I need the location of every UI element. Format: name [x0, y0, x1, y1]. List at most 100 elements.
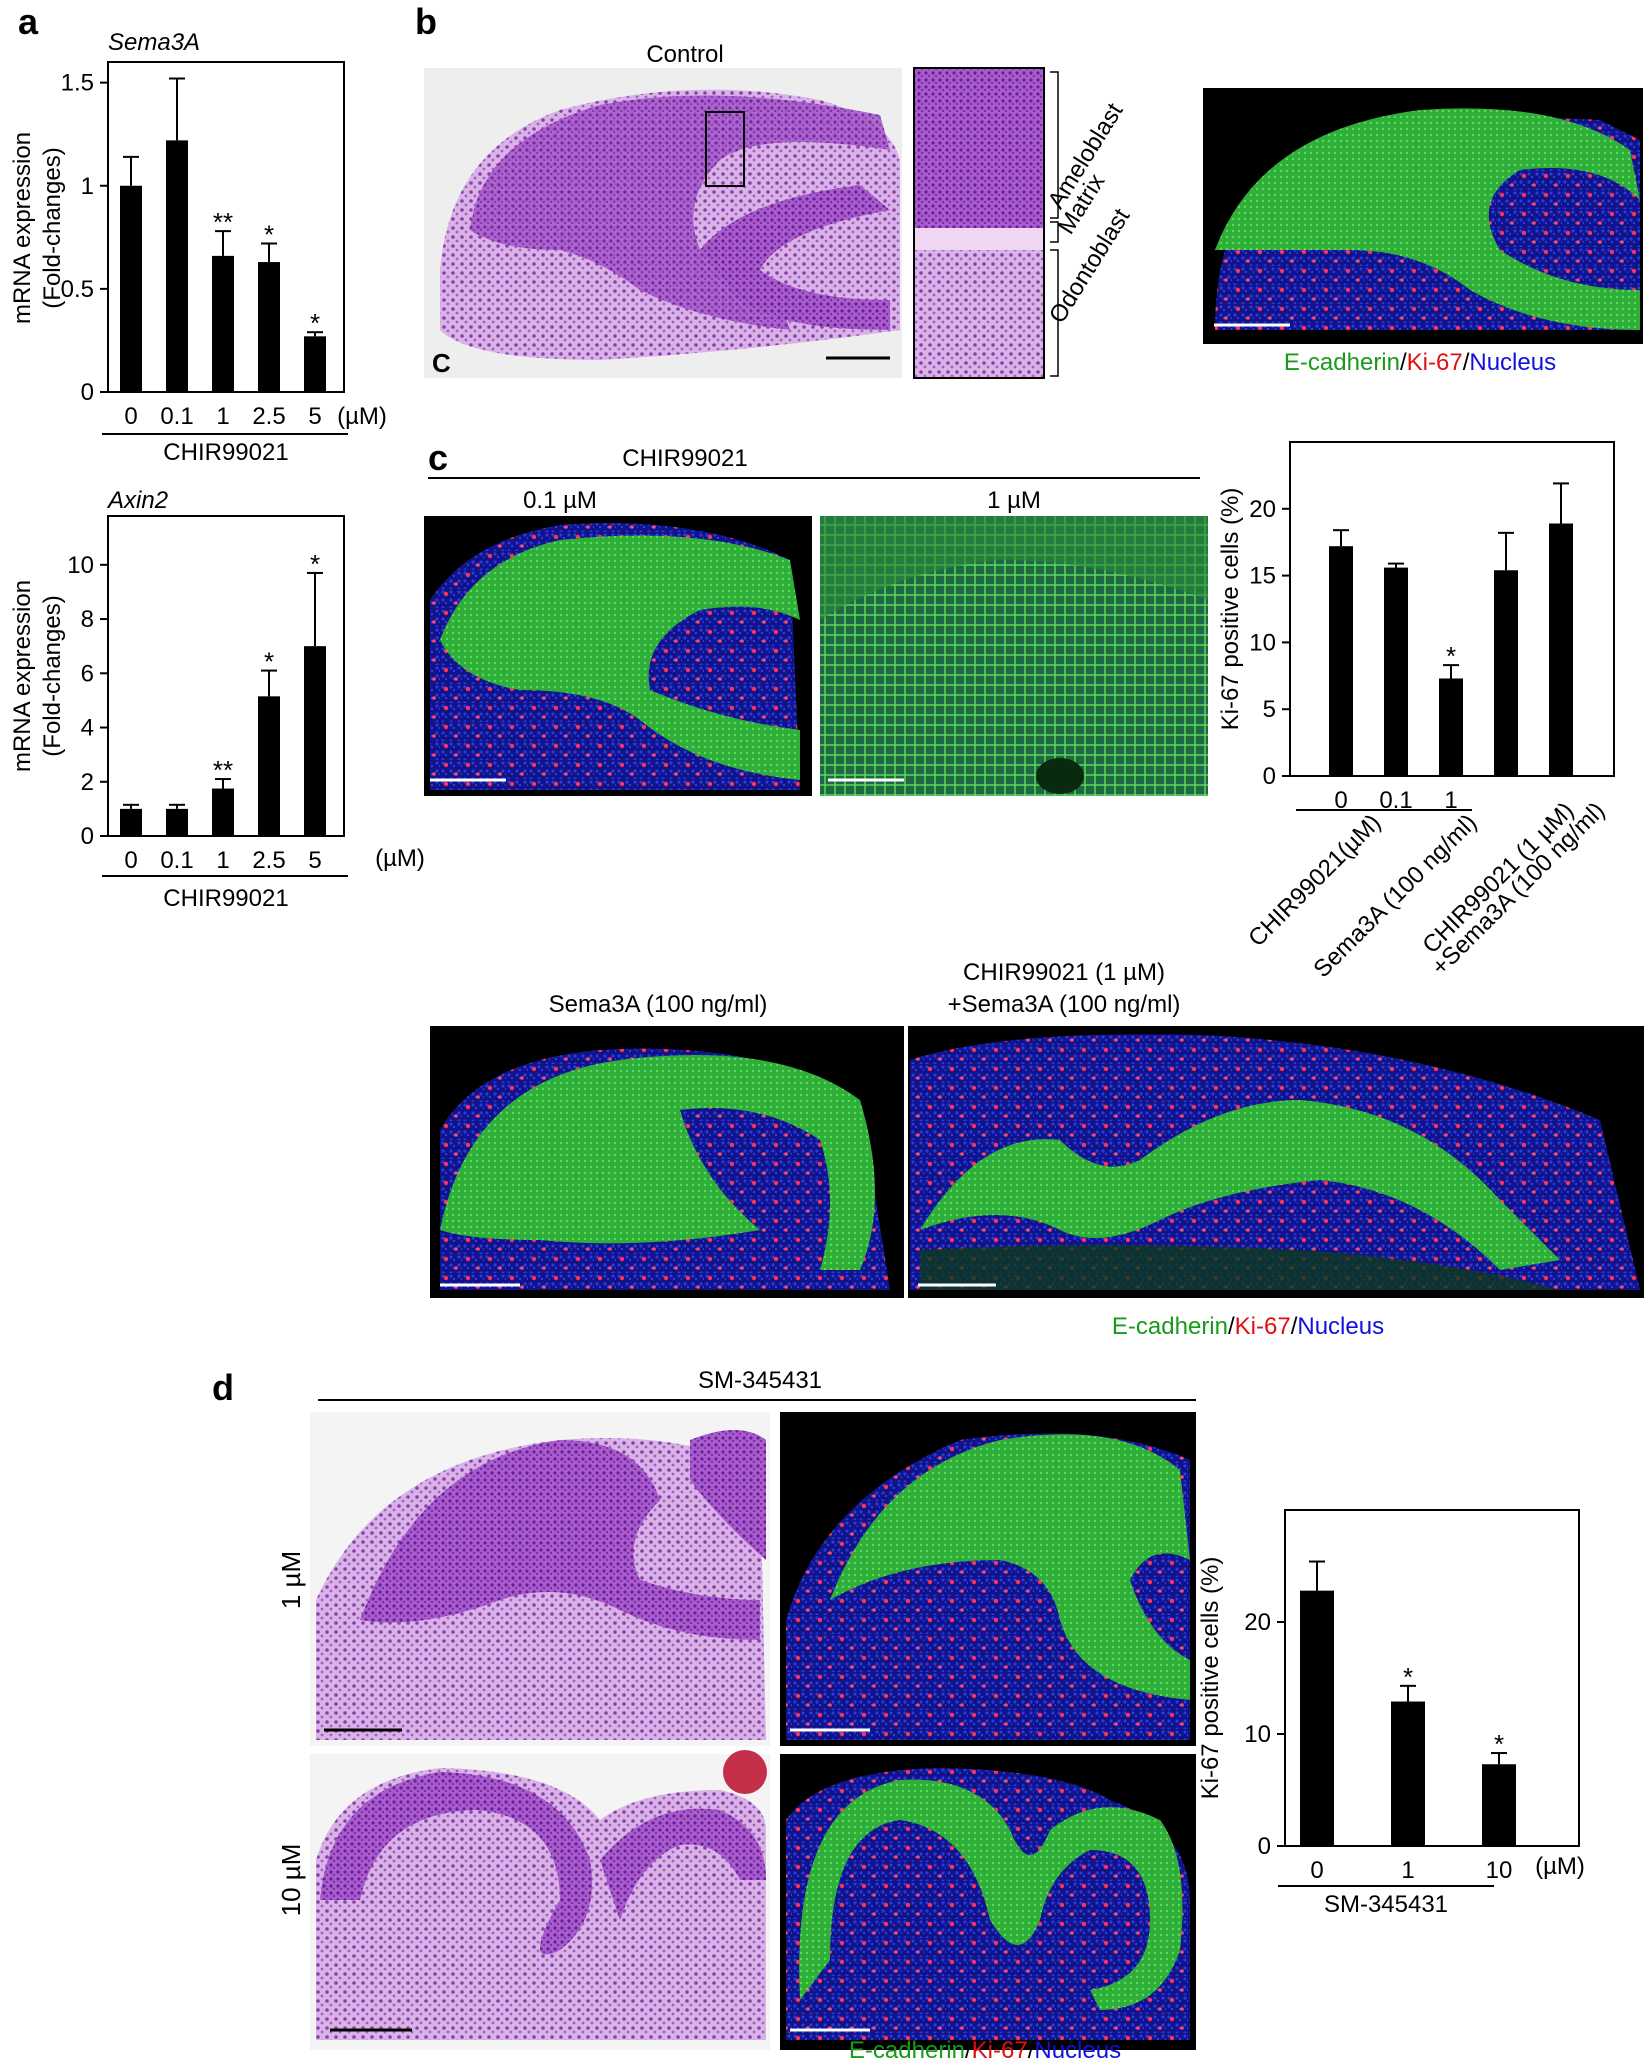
- bar: [212, 255, 234, 392]
- c-group-title: CHIR99021: [622, 445, 747, 472]
- he-inset: [913, 67, 1045, 379]
- chart-title: Axin2: [106, 487, 168, 514]
- y-axis-label-line2: (Fold-changes): [39, 147, 66, 308]
- corner-label: C: [432, 348, 451, 378]
- svg-text:E-cadherin/Ki-67/Nucleus: E-cadherin/Ki-67/Nucleus: [1284, 349, 1556, 376]
- he-image-d-1: [310, 1412, 770, 1746]
- x-tick-label: 1: [216, 403, 229, 430]
- significance-marker: **: [213, 755, 233, 785]
- d-group-title: SM-345431: [698, 1367, 822, 1394]
- svg-text:E-cadherin/Ki-67/Nucleus: E-cadherin/Ki-67/Nucleus: [849, 2037, 1121, 2061]
- bar: [1300, 1590, 1334, 1846]
- fluor-image-control: [1203, 88, 1643, 344]
- bar: [304, 646, 326, 836]
- y-tick-label: 6: [81, 660, 94, 687]
- y-tick-label: 10: [1244, 1721, 1271, 1748]
- y-axis-label-line1: mRNA expression: [9, 580, 36, 772]
- significance-marker: *: [264, 647, 274, 677]
- y-tick-label: 1: [81, 173, 94, 200]
- c-img3-title: Sema3A (100 ng/ml): [549, 991, 768, 1018]
- d-row1-label: 1 µM: [276, 1551, 306, 1609]
- y-axis-label: Ki-67 positive cells (%): [1217, 488, 1244, 731]
- y-tick-label: 1.5: [61, 70, 94, 97]
- y-tick-label: 0.5: [61, 276, 94, 303]
- bar: [1391, 1701, 1425, 1846]
- x-tick-label: 5: [308, 403, 321, 430]
- x-tick-label: 10: [1486, 1857, 1513, 1884]
- significance-marker: *: [1403, 1662, 1413, 1692]
- x-tick-label: 5: [308, 847, 321, 874]
- bar: [212, 788, 234, 836]
- bar: [1494, 570, 1518, 776]
- y-tick-label: 5: [1263, 696, 1276, 723]
- fluor-image-c-01: [424, 516, 812, 796]
- bar: [1329, 546, 1353, 776]
- y-tick-label: 4: [81, 715, 94, 742]
- panel-letter-c: c: [428, 437, 448, 478]
- y-tick-label: 0: [1258, 1833, 1271, 1860]
- y-tick-label: 15: [1249, 563, 1276, 590]
- panel-letter-a: a: [18, 1, 39, 42]
- control-title: Control: [646, 41, 723, 68]
- x-group-label: CHIR99021: [163, 885, 288, 912]
- x-label-combo-1: CHIR99021 (1 µM): [1417, 797, 1579, 959]
- panel-letter-d: d: [212, 1367, 234, 1408]
- x-tick-label: 2.5: [252, 403, 285, 430]
- stain-legend-d: E-cadherin/Ki-67/Nucleus: [849, 2037, 1121, 2061]
- y-tick-label: 20: [1244, 1609, 1271, 1636]
- y-tick-label: 0: [81, 823, 94, 850]
- x-tick-label: 2.5: [252, 847, 285, 874]
- y-tick-label: 2: [81, 769, 94, 796]
- svg-text:E-cadherin/Ki-67/Nucleus: E-cadherin/Ki-67/Nucleus: [1112, 1313, 1384, 1340]
- y-tick-label: 20: [1249, 496, 1276, 523]
- significance-marker: *: [1494, 1729, 1504, 1759]
- significance-marker: *: [1446, 641, 1456, 671]
- significance-marker: *: [310, 308, 320, 338]
- x-tick-label: 1: [1444, 787, 1457, 814]
- x-tick-label: 0.1: [160, 847, 193, 874]
- y-tick-label: 0: [1263, 763, 1276, 790]
- fluor-image-c-sema3a: [430, 1026, 904, 1298]
- y-axis-label-line1: mRNA expression: [9, 132, 36, 324]
- x-unit: (µM): [1535, 1853, 1585, 1880]
- x-group-label: SM-345431: [1324, 1891, 1448, 1918]
- y-axis-label: Ki-67 positive cells (%): [1197, 1557, 1224, 1800]
- x-tick-label: 0: [1334, 787, 1347, 814]
- fluor-image-c-combo: [908, 1026, 1644, 1298]
- x-group-label: CHIR99021: [163, 439, 288, 466]
- bar: [304, 336, 326, 392]
- x-tick-label: 1: [216, 847, 229, 874]
- x-unit: (µM): [375, 845, 425, 872]
- fluor-image-c-1: [820, 516, 1208, 796]
- d-row2-label: 10 µM: [276, 1844, 306, 1917]
- y-tick-label: 10: [1249, 629, 1276, 656]
- fluor-image-d-10: [780, 1754, 1196, 2050]
- bar: [258, 696, 280, 836]
- x-tick-label: 0: [124, 847, 137, 874]
- x-tick-label: 0: [1310, 1857, 1323, 1884]
- y-tick-label: 8: [81, 606, 94, 633]
- c-img4-title-line2: +Sema3A (100 ng/ml): [948, 991, 1181, 1018]
- he-image-control: C: [424, 68, 902, 378]
- bar: [1384, 567, 1408, 776]
- he-image-d-10: [310, 1750, 770, 2050]
- panel-letter-b: b: [415, 1, 437, 42]
- x-unit: (µM): [337, 403, 387, 430]
- x-tick-label: 0.1: [160, 403, 193, 430]
- bar: [120, 808, 142, 836]
- chart-sema3a: Sema3A 00.511.50 0.1 1 2.5 5 ** ** mRNA expre…: [9, 29, 387, 466]
- bar: [1549, 523, 1573, 776]
- y-axis-label-line2: (Fold-changes): [39, 595, 66, 756]
- significance-marker: **: [213, 207, 233, 237]
- c-img1-title: 0.1 µM: [523, 487, 597, 514]
- significance-marker: *: [264, 220, 274, 250]
- c-img2-title: 1 µM: [987, 487, 1041, 514]
- significance-marker: *: [310, 549, 320, 579]
- plot-frame: [1284, 1509, 1580, 1847]
- chart-title: Sema3A: [108, 29, 200, 56]
- stain-legend-c: E-cadherin/Ki-67/Nucleus: [1112, 1313, 1384, 1340]
- bar: [1482, 1764, 1516, 1846]
